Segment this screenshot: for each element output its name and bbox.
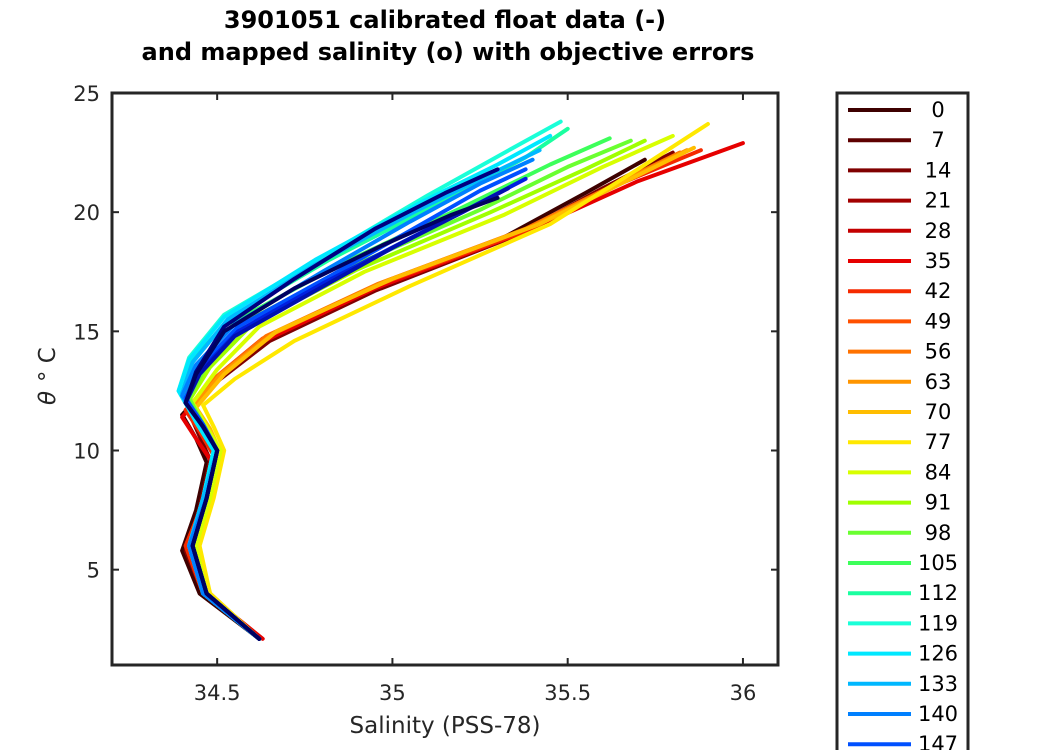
series-layer: [176, 119, 745, 641]
series-line-175: [183, 195, 500, 641]
legend-label-84: 84: [925, 460, 952, 484]
y-axis-label-symbol: θ: [35, 391, 61, 405]
legend-label-7: 7: [931, 128, 944, 152]
legend-label-70: 70: [925, 400, 952, 424]
y-tick-label: 5: [87, 559, 100, 583]
series-line-140: [180, 157, 535, 641]
legend-label-77: 77: [925, 430, 952, 454]
legend-label-133: 133: [918, 672, 958, 696]
legend: 0 7 14 21 28 35 42 49 56 63 70 77 84 91 98 105 112 119 126…: [835, 91, 970, 750]
legend-label-14: 14: [925, 158, 952, 182]
x-tick-label: 35: [379, 681, 406, 705]
chart-title-line1: 3901051 calibrated float data (-): [224, 6, 666, 34]
chart-title-line2: and mapped salinity (o) with objective e…: [142, 38, 755, 66]
legend-label-21: 21: [925, 189, 952, 213]
y-tick-label: 10: [73, 440, 100, 464]
y-axis-label-unit: ° C: [35, 347, 61, 382]
x-axis-label: Salinity (PSS-78): [350, 713, 541, 739]
legend-label-147: 147: [918, 732, 958, 750]
x-axis: 34.5 35 35.5 36: [194, 93, 757, 705]
legend-label-119: 119: [918, 611, 958, 635]
plot-frame: [110, 91, 780, 667]
legend-label-0: 0: [931, 98, 944, 122]
legend-label-105: 105: [918, 551, 958, 575]
y-tick-label: 15: [73, 320, 100, 344]
legend-label-49: 49: [925, 309, 952, 333]
legend-label-112: 112: [918, 581, 958, 605]
x-tick-label: 36: [730, 681, 757, 705]
legend-label-91: 91: [925, 491, 952, 515]
legend-label-126: 126: [918, 642, 958, 666]
legend-label-140: 140: [918, 702, 958, 726]
y-tick-label: 25: [73, 82, 100, 106]
legend-label-56: 56: [925, 340, 952, 364]
series-line-77: [197, 122, 710, 641]
x-tick-label: 34.5: [194, 681, 241, 705]
y-axis: 5 10 15 20 25: [73, 82, 778, 583]
y-axis-label: θ ° C: [35, 347, 61, 405]
x-tick-label: 35.5: [544, 681, 591, 705]
legend-label-28: 28: [925, 219, 952, 243]
legend-label-63: 63: [925, 370, 952, 394]
y-tick-label: 20: [73, 201, 100, 225]
legend-label-42: 42: [925, 279, 952, 303]
legend-label-35: 35: [925, 249, 952, 273]
legend-label-98: 98: [925, 521, 952, 545]
